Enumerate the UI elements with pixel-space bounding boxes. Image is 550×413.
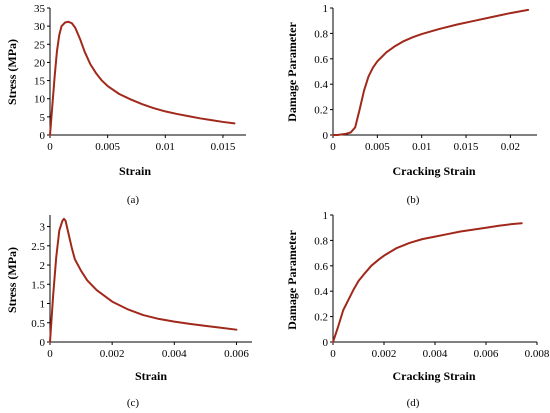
- panel-a-label: (a): [127, 194, 140, 206]
- panel-c-x-tick-label: 0.004: [162, 348, 187, 360]
- panel-b-x-tick-label: 0: [330, 141, 336, 153]
- panel-d-x-tick-label: 0.006: [474, 348, 499, 360]
- panel-c-y-tick-label: 3: [40, 222, 46, 234]
- panel-b-series-line: [332, 8, 530, 136]
- panel-b-ylabel: Damage Parameter: [285, 22, 299, 122]
- panel-d-plot: 0 0.2 0.4 0.6 0.8 1 0 0.002 0.004 0.006 0.008: [314, 210, 550, 360]
- panel-c-y-tick-label: 0.5: [31, 318, 45, 330]
- panel-c-x-tick-label: 0.006: [224, 348, 249, 360]
- panel-d-y-tick-label: 0.2: [314, 312, 328, 324]
- panel-d-y-tick-label: 1: [323, 210, 329, 222]
- panel-c-y-tick-label: 2: [40, 260, 46, 272]
- panel-a-x-tick-label: 0.005: [95, 141, 120, 153]
- panel-a-ylabel: Stress (MPa): [5, 39, 19, 105]
- panel-d-y-tick-label: 0.6: [314, 261, 328, 273]
- panel-a-y-tick-label: 20: [34, 57, 46, 69]
- panel-c-ylabel: Stress (MPa): [5, 247, 19, 313]
- panel-d-x-tick-label: 0.002: [372, 348, 397, 360]
- panel-a-x-tick-label: 0.01: [156, 141, 175, 153]
- panel-c-xlabel: Strain: [135, 369, 167, 383]
- panel-b-y-tick-label: 0.8: [314, 28, 328, 40]
- panel-b-x-tick-label: 0.005: [365, 141, 390, 153]
- panel-c-series-line: [49, 217, 238, 343]
- panel-a-y-tick-label: 30: [34, 21, 46, 33]
- panel-c-x-tick-label: 0: [47, 348, 53, 360]
- panel-a-plot: 0 5 10 15 20 25 30 35 0 0.005 0.01 0.015: [34, 3, 246, 153]
- panel-a-y-tick-label: 15: [34, 76, 46, 88]
- panel-a-y-tick-label: 5: [40, 112, 46, 124]
- panel-c-y-tick-label: 1: [40, 299, 46, 311]
- panel-b-label: (b): [407, 194, 420, 206]
- panel-b-y-tick-label: 1: [323, 3, 329, 15]
- panel-d-y-tick-label: 0: [323, 337, 329, 349]
- panel-c-x-tick-label: 0.002: [100, 348, 125, 360]
- panel-d-x-tick-label: 0.008: [525, 348, 550, 360]
- panel-a-y-tick-label: 25: [34, 39, 46, 51]
- panel-c-label: (c): [127, 397, 140, 409]
- panel-d-series-line: [332, 222, 523, 343]
- panel-c-y-tick-label: 0: [40, 337, 46, 349]
- panel-a-x-tick-label: 0.015: [211, 141, 236, 153]
- panel-a-x-tick-label: 0: [47, 141, 53, 153]
- panel-c: 0 0.5 1 1.5 2 2.5 3 0 0.002 0.004 0.006 Strain Str…: [5, 215, 252, 409]
- panel-d-ylabel: Damage Parameter: [285, 230, 299, 330]
- panel-b-xlabel: Cracking Strain: [392, 164, 475, 178]
- panel-c-y-tick-label: 2.5: [31, 241, 45, 253]
- panel-b-x-tick-label: 0.02: [501, 141, 520, 153]
- panel-b-y-tick-label: 0.2: [314, 105, 328, 117]
- panel-b-plot: 0 0.2 0.4 0.6 0.8 1 0 0.005 0.01 0.015 0.02: [314, 3, 537, 153]
- panel-a-y-tick-label: 35: [34, 3, 46, 15]
- panel-d-y-tick-label: 0.8: [314, 235, 328, 247]
- panel-d-label: (d): [407, 397, 420, 409]
- panel-d-y-tick-label: 0.4: [314, 286, 328, 298]
- panel-a-series-line: [49, 20, 236, 136]
- panel-b-y-tick-label: 0.4: [314, 79, 328, 91]
- panel-d: 0 0.2 0.4 0.6 0.8 1 0 0.002 0.004 0.006 0.008 Crac…: [285, 210, 550, 409]
- panel-b-y-tick-label: 0.6: [314, 54, 328, 66]
- panel-b: 0 0.2 0.4 0.6 0.8 1 0 0.005 0.01 0.015 0.02 Cracki…: [285, 3, 537, 206]
- panel-b-x-tick-label: 0.015: [454, 141, 479, 153]
- panel-c-y-tick-label: 1.5: [31, 279, 45, 291]
- panel-a-xlabel: Strain: [119, 164, 151, 178]
- panel-d-xlabel: Cracking Strain: [392, 369, 475, 383]
- panel-b-x-tick-label: 0.01: [412, 141, 431, 153]
- panel-c-plot: 0 0.5 1 1.5 2 2.5 3 0 0.002 0.004 0.006: [31, 215, 252, 360]
- panel-a: 0 5 10 15 20 25 30 35 0 0.005 0.01 0.015 Strain Str…: [5, 3, 246, 206]
- panel-a-y-tick-label: 10: [34, 94, 46, 106]
- panel-b-y-tick-label: 0: [323, 130, 329, 142]
- panel-d-x-tick-label: 0: [330, 348, 336, 360]
- panel-d-x-tick-label: 0.004: [423, 348, 448, 360]
- panel-a-y-tick-label: 0: [40, 130, 46, 142]
